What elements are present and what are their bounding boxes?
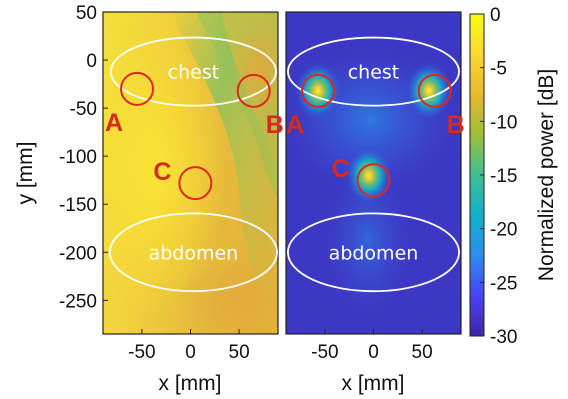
y-tick-label: -250 <box>59 291 97 312</box>
hotspot-2 <box>344 145 393 206</box>
left-heatmap-image <box>103 12 278 334</box>
colorbar-tick-label: -15 <box>490 166 517 187</box>
right-x-tick-label: 0 <box>368 342 379 363</box>
left-marker-A-circle <box>120 71 155 106</box>
left-marker-C-label: C <box>153 158 171 186</box>
colorbar-label: Normalized power [dB] <box>535 69 558 281</box>
left-x-tick-label: 0 <box>185 342 196 363</box>
right-x-tick-label: 50 <box>412 342 433 363</box>
right-region-chest-label: chest <box>348 62 400 84</box>
colorbar-tick-label: -20 <box>490 220 517 241</box>
y-tick-label: 0 <box>86 51 97 72</box>
right-marker-A-circle <box>301 73 336 108</box>
colorbar-tick-label: -5 <box>490 59 507 80</box>
left-region-chest-label: chest <box>168 62 220 84</box>
right-marker-C-circle <box>356 163 391 198</box>
colorbar-tick-label: -10 <box>490 112 517 133</box>
right-x-tick-label: -50 <box>311 342 338 363</box>
right-region-abdomen-label: abdomen <box>329 242 419 264</box>
left-x-axis-label: x [mm] <box>159 372 222 395</box>
left-marker-B-circle <box>236 73 271 108</box>
left-region-chest-outline <box>109 36 277 107</box>
right-x-axis-label: x [mm] <box>342 372 405 395</box>
right-region-abdomen-outline <box>287 212 460 293</box>
y-tick-label: -200 <box>59 243 97 264</box>
right-heatmap-panel: chest abdomen A B C -50 0 50 x [mm] <box>285 11 465 395</box>
right-marker-C-label: C <box>332 155 350 183</box>
left-heatmap-panel: chest abdomen A B C -50 0 50 50 0 -50 -100 -150 -200… <box>14 3 284 395</box>
colorbar-tick-label: -30 <box>490 327 517 348</box>
left-x-tick-label: -50 <box>128 342 155 363</box>
y-tick-label: -150 <box>59 195 97 216</box>
left-region-abdomen-label: abdomen <box>149 242 239 264</box>
right-marker-B-label: B <box>447 111 465 139</box>
colorbar-tick-label: 0 <box>490 5 501 26</box>
y-tick-label: 50 <box>76 3 97 24</box>
right-marker-B-circle <box>417 73 452 108</box>
y-axis-label: y [mm] <box>14 142 37 205</box>
left-marker-B-label: B <box>266 111 284 139</box>
y-tick-label: -50 <box>70 99 97 120</box>
left-marker-A-label: A <box>105 109 123 137</box>
y-tick-label: -100 <box>59 147 97 168</box>
left-region-abdomen-outline <box>108 212 278 293</box>
colorbar-tick-label: -25 <box>490 273 517 294</box>
left-marker-C-circle <box>178 166 213 201</box>
hotspot-0 <box>294 60 343 121</box>
right-heatmap-image <box>286 12 461 334</box>
colorbar: 0 -5 -10 -15 -20 -25 -30 Normalized power [dB] <box>469 5 558 348</box>
right-region-chest-outline <box>287 36 460 107</box>
left-x-tick-label: 50 <box>229 342 250 363</box>
right-marker-A-label: A <box>286 111 304 139</box>
